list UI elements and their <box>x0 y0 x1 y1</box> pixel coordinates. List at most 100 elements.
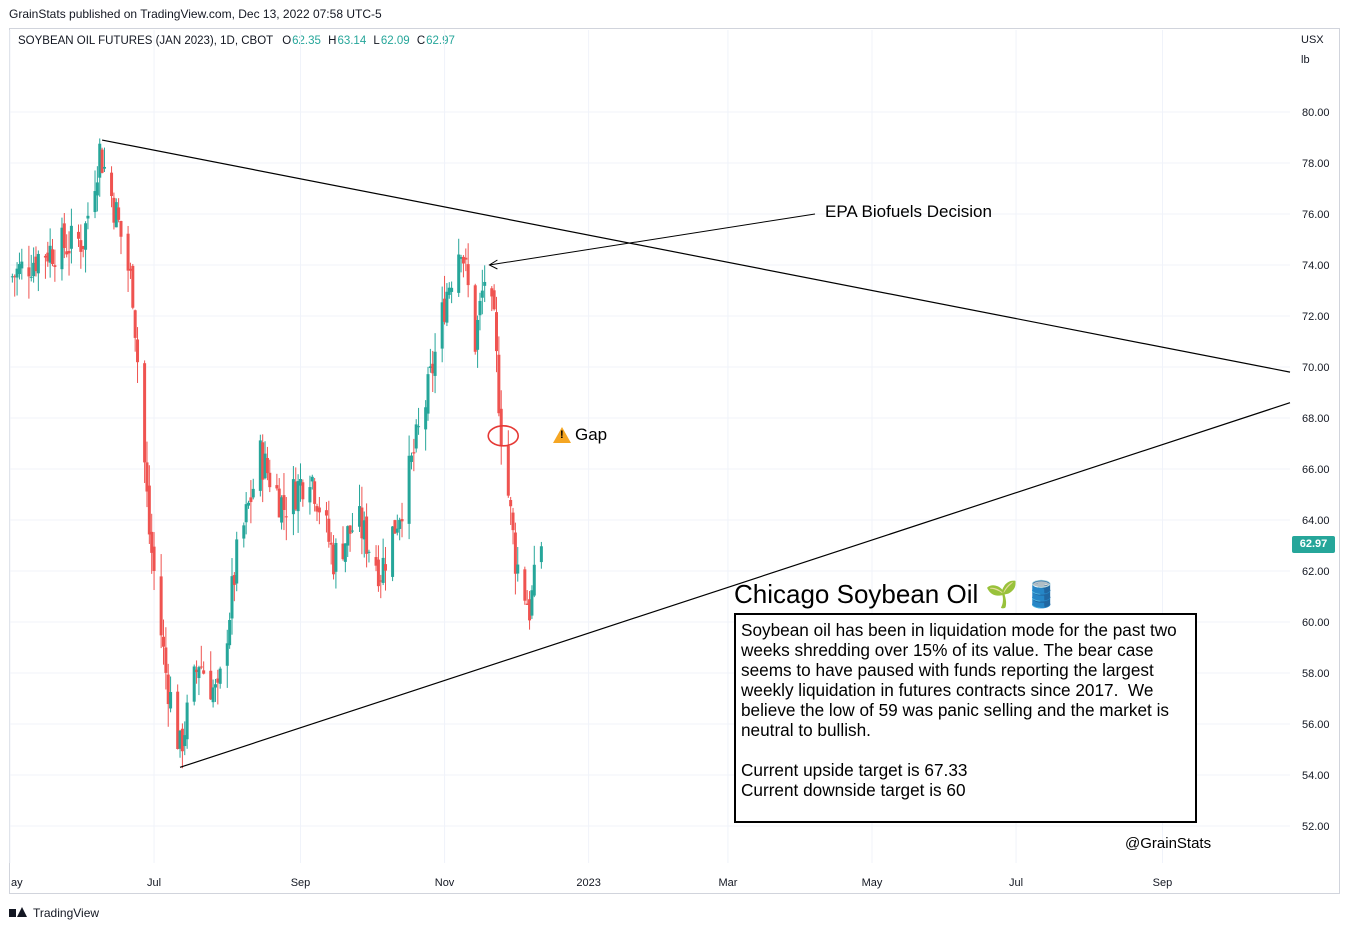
y-tick-label: 62.00 <box>1302 566 1330 578</box>
x-tick-label: Sep <box>291 877 311 889</box>
candle-body <box>360 507 364 539</box>
y-tick-label: 80.00 <box>1302 107 1330 119</box>
candle-body <box>428 366 432 368</box>
candle-body <box>298 479 302 486</box>
candle-body <box>313 481 317 504</box>
y-tick-label: 68.00 <box>1302 413 1330 425</box>
candle-body <box>530 590 534 616</box>
candle-body <box>197 667 201 679</box>
x-tick-label: Nov <box>435 877 455 889</box>
candle-body <box>117 207 121 220</box>
candle-body <box>211 687 215 703</box>
candle-body <box>242 525 246 539</box>
candle-body <box>136 339 140 363</box>
warning-icon <box>553 427 571 443</box>
candle-body <box>433 351 437 376</box>
candle-body <box>443 298 447 322</box>
tradingview-logo-icon <box>9 907 29 919</box>
candle-body <box>473 285 477 352</box>
candle-body <box>511 512 515 531</box>
candle-body <box>367 551 371 553</box>
candle-body <box>464 257 468 260</box>
candle-body <box>381 557 385 583</box>
candle-body <box>95 182 99 196</box>
candle-body <box>228 619 232 646</box>
candle-body <box>65 251 69 255</box>
commentary-box: Soybean oil has been in liquidation mode… <box>734 613 1197 823</box>
candle-body <box>147 485 151 535</box>
candle-body <box>431 363 435 374</box>
candle-body <box>150 531 154 553</box>
x-tick-label: May <box>862 877 883 889</box>
axis-currency: USX <box>1301 34 1324 46</box>
symbol-legend: SOYBEAN OIL FUTURES (JAN 2023), 1D, CBOT… <box>18 35 455 47</box>
symbol-info: SOYBEAN OIL FUTURES (JAN 2023), 1D, CBOT <box>18 35 273 47</box>
candle-body <box>162 636 166 647</box>
y-tick-label: 64.00 <box>1302 515 1330 527</box>
candle-body <box>159 576 163 636</box>
candle-body <box>414 424 418 449</box>
y-tick-label: 78.00 <box>1302 158 1330 170</box>
candle-body <box>506 445 510 496</box>
candle-body <box>275 485 279 489</box>
close-value: 62.97 <box>426 35 455 47</box>
candle-body <box>284 516 288 518</box>
candle-body <box>341 543 345 560</box>
candle-body <box>67 250 71 254</box>
epa-annotation: EPA Biofuels Decision <box>825 202 992 221</box>
footer-brand-label: TradingView <box>33 906 100 920</box>
candle-body <box>497 354 501 414</box>
candle-body <box>424 407 428 430</box>
candle-body <box>235 539 239 584</box>
candle-body <box>176 691 180 749</box>
candle-body <box>376 559 380 587</box>
candle-body <box>48 245 52 263</box>
candle-body <box>114 202 118 228</box>
x-tick-label: Sep <box>1153 877 1173 889</box>
trendline <box>179 402 1291 768</box>
candle-body <box>180 728 184 752</box>
candle-body <box>459 257 463 259</box>
candle-body <box>232 575 236 585</box>
candle-body <box>391 526 395 577</box>
x-tick-label: Mar <box>718 877 737 889</box>
candle-body <box>374 557 378 566</box>
candle-body <box>32 262 36 277</box>
candle-body <box>60 227 64 270</box>
candle-body <box>476 319 480 350</box>
candle-body <box>334 542 338 572</box>
author-handle: @GrainStats <box>1125 835 1212 852</box>
candle-body <box>343 543 347 562</box>
y-tick-label: 58.00 <box>1302 668 1330 680</box>
candle-body <box>244 504 248 523</box>
candle-body <box>509 500 513 507</box>
candle-body <box>192 666 196 702</box>
low-value: 62.09 <box>380 35 410 47</box>
y-tick-label: 72.00 <box>1302 311 1330 323</box>
candle-body <box>225 643 229 666</box>
last-price-tag: 62.97 <box>1292 536 1335 553</box>
x-tick-label: Jul <box>147 877 161 889</box>
open-value: 62.35 <box>292 35 321 47</box>
candle-body <box>178 730 182 749</box>
candle-body <box>308 487 312 503</box>
gap-label: Gap <box>575 425 608 444</box>
candle-body <box>440 302 444 349</box>
candle-body <box>202 670 206 674</box>
candle-body <box>258 440 262 491</box>
candle-body <box>53 265 57 267</box>
candle-body <box>119 220 123 237</box>
candle-body <box>143 363 147 463</box>
candle-body <box>247 502 251 506</box>
y-tick-label: 60.00 <box>1302 617 1330 629</box>
candle-body <box>466 264 470 286</box>
candle-body <box>383 564 387 571</box>
footer-brand[interactable]: TradingView <box>9 906 99 920</box>
candle-body <box>291 479 295 515</box>
candle-body <box>513 532 517 574</box>
candle-body <box>79 240 83 252</box>
candle-body <box>478 300 482 316</box>
candle-body <box>86 215 90 219</box>
candle-body <box>209 670 213 700</box>
